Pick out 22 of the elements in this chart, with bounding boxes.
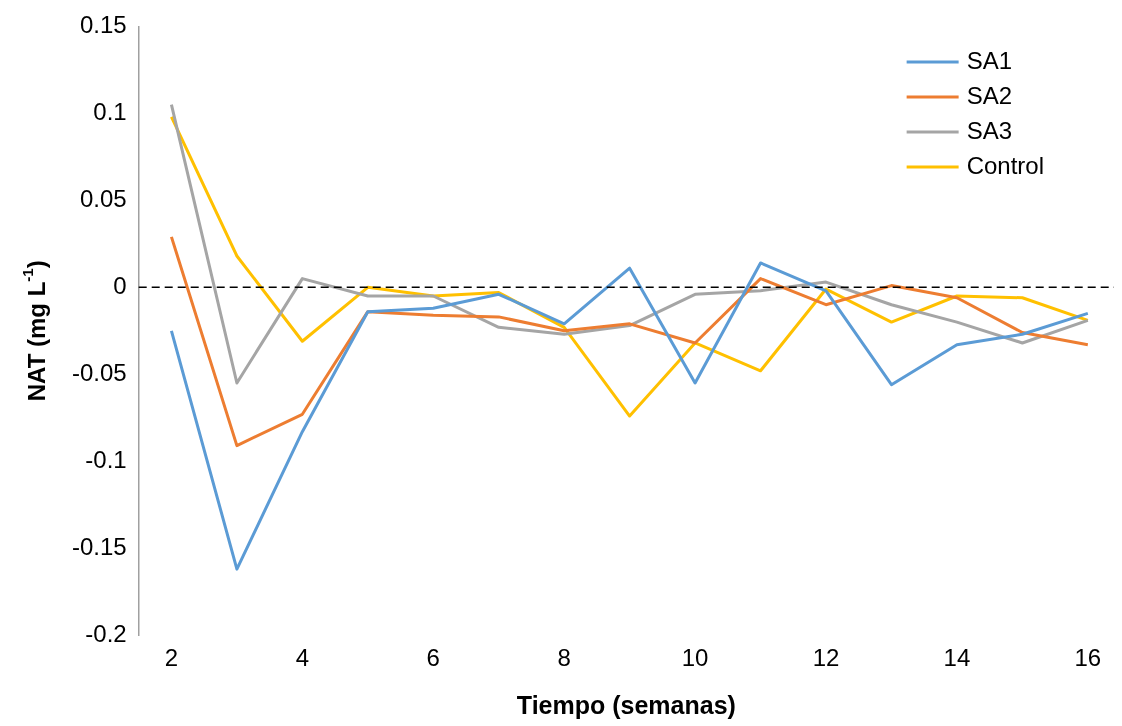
y-tick-label: -0.15 <box>72 532 127 560</box>
x-tick-label: 8 <box>557 644 571 672</box>
legend-label: SA2 <box>966 81 1013 109</box>
legend-label: SA3 <box>966 116 1013 144</box>
y-tick-label: -0.05 <box>72 358 127 386</box>
y-tick-label: -0.1 <box>85 445 127 473</box>
y-tick-label: -0.2 <box>85 619 127 647</box>
y-axis-title: NAT (mg L-1) <box>19 260 50 402</box>
y-tick-label: 0.05 <box>79 184 127 212</box>
y-tick-label: 0.1 <box>93 98 127 125</box>
legend-label: SA1 <box>966 46 1013 74</box>
x-tick-label: 2 <box>164 644 179 672</box>
y-tick-label: 0.15 <box>79 11 127 39</box>
x-axis-title: Tiempo (semanas) <box>516 690 736 719</box>
x-tick-label: 4 <box>295 644 310 672</box>
y-tick-label: 0 <box>113 271 127 299</box>
x-tick-label: 14 <box>943 644 971 672</box>
legend-label: Control <box>966 151 1045 179</box>
x-tick-label: 10 <box>681 644 709 672</box>
x-tick-label: 6 <box>426 644 440 672</box>
x-tick-label: 16 <box>1074 644 1102 672</box>
x-tick-label: 12 <box>812 644 840 672</box>
